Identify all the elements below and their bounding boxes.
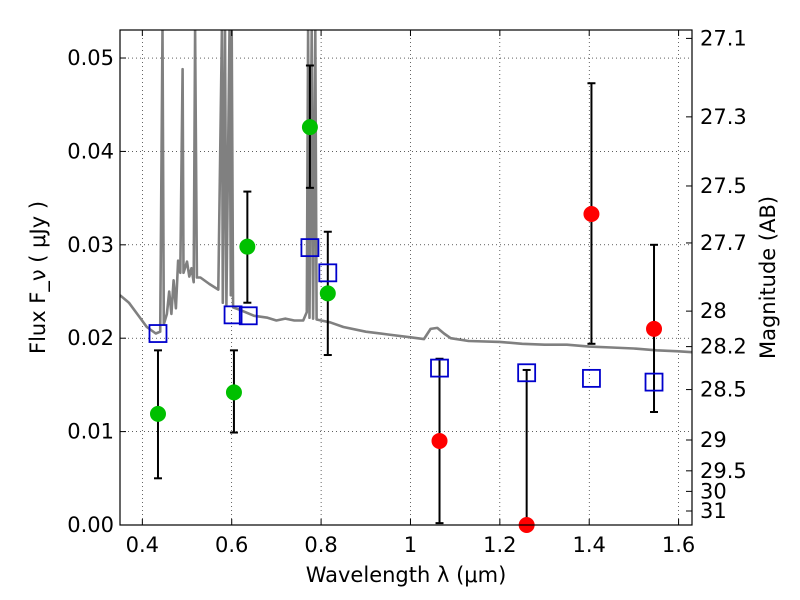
data-point — [301, 119, 318, 136]
data-point — [646, 320, 663, 337]
tick-labels: 0.4 0.6 0.8 1 1.2 1.4 1.6 0.00 0.01 0.02 0.03 0.04 0… — [67, 26, 747, 557]
model-point — [644, 372, 664, 392]
right-tick-label: 27.5 — [700, 174, 747, 198]
y-axis-label: Flux F_ν ( μJy ) — [26, 201, 51, 354]
x-tick-label: 0.6 — [215, 533, 248, 557]
right-tick-label: 31 — [700, 499, 727, 523]
axis-ticks — [120, 30, 692, 526]
data-point — [431, 432, 448, 449]
model-point — [223, 305, 243, 325]
right-tick-label: 29 — [700, 428, 727, 452]
plot-frame — [119, 29, 693, 526]
model-point — [430, 358, 449, 378]
right-tick-label: 27.1 — [700, 26, 747, 50]
data-point — [225, 384, 242, 401]
data-point — [583, 205, 600, 222]
right-tick-label: 30 — [700, 479, 727, 503]
data-point — [319, 285, 336, 302]
x-tick-label: 1 — [404, 533, 417, 557]
model-point — [300, 238, 320, 258]
y-tick-label: 0.03 — [67, 233, 114, 257]
y-tick-label: 0.02 — [67, 326, 114, 350]
right-tick-label: 27.7 — [700, 231, 747, 255]
model-point — [517, 363, 537, 383]
y-tick-label: 0.00 — [67, 513, 114, 537]
right-tick-label: 28.2 — [700, 335, 747, 359]
right-tick-label: 29.5 — [700, 459, 747, 483]
spectrum-line — [120, 30, 692, 354]
x-tick-label: 1.4 — [573, 533, 606, 557]
right-tick-label: 28 — [700, 299, 727, 323]
data-markers — [148, 119, 664, 533]
model-point — [318, 263, 338, 283]
x-tick-label: 0.4 — [126, 533, 159, 557]
right-tick-label: 28.5 — [700, 378, 747, 402]
x-tick-label: 0.8 — [304, 533, 337, 557]
right-axis-label: Magnitude (AB) — [756, 196, 780, 359]
y-tick-label: 0.05 — [67, 46, 114, 70]
right-tick-label: 27.3 — [700, 105, 747, 129]
grid-lines — [120, 30, 692, 525]
model-point — [148, 324, 168, 343]
data-point — [239, 238, 256, 255]
model-point — [238, 306, 258, 326]
x-axis-label: Wavelength λ (μm) — [306, 563, 507, 587]
model-point — [582, 368, 601, 388]
data-point — [149, 405, 166, 422]
x-tick-label: 1.6 — [662, 533, 695, 557]
x-tick-label: 1.2 — [483, 533, 516, 557]
y-tick-label: 0.01 — [67, 420, 114, 444]
y-tick-label: 0.04 — [67, 139, 114, 163]
model-spectrum — [120, 30, 692, 354]
